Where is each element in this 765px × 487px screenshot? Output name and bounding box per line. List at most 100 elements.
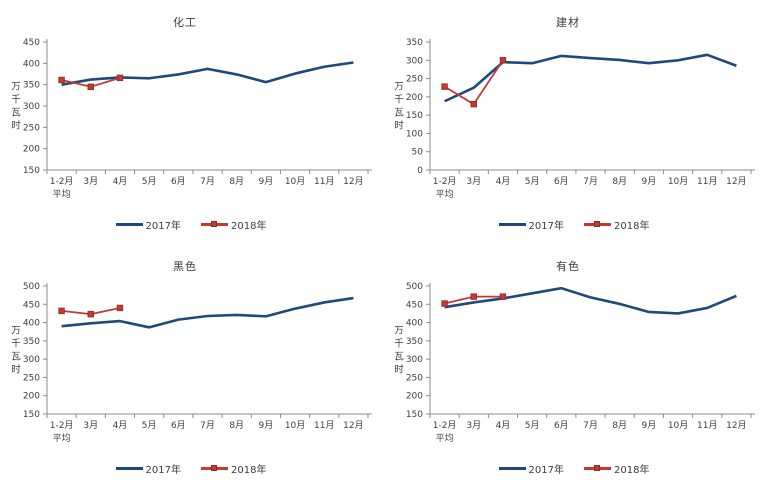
svg-text:3月: 3月 (83, 420, 98, 431)
svg-text:5月: 5月 (142, 176, 157, 187)
svg-text:500: 500 (23, 282, 40, 292)
svg-text:1-2月: 1-2月 (433, 176, 457, 187)
svg-text:万: 万 (394, 326, 404, 337)
legend-item-2018: 2018年 (584, 461, 649, 476)
legend-item-2018: 2018年 (201, 461, 266, 476)
legend-line-swatch-2017 (115, 467, 143, 470)
svg-text:4月: 4月 (496, 176, 511, 187)
svg-text:250: 250 (406, 373, 423, 383)
svg-text:7月: 7月 (583, 420, 598, 431)
chart-legend: 2017年 2018年 (383, 217, 765, 232)
svg-text:5月: 5月 (525, 176, 540, 187)
svg-text:200: 200 (406, 392, 423, 402)
legend-label-2018: 2018年 (231, 221, 267, 232)
chart-panel-building-materials: 建材 0 50 100 150 200 250 300 350 1-2月 平均 3月 4月 5月 6月 7月… (383, 0, 765, 243)
chart-panel-nonferrous: 有色 150 200 250 300 350 400 450 500 1-2月 平均 3月 4月 5月 6… (383, 244, 765, 487)
svg-text:400: 400 (406, 319, 423, 329)
svg-text:12月: 12月 (726, 176, 746, 187)
svg-text:千: 千 (11, 339, 21, 350)
svg-text:200: 200 (23, 145, 40, 155)
svg-text:11月: 11月 (314, 420, 334, 431)
svg-text:250: 250 (406, 75, 423, 85)
legend-item-2018: 2018年 (201, 217, 266, 232)
svg-text:3月: 3月 (466, 176, 481, 187)
svg-text:9月: 9月 (641, 420, 656, 431)
svg-text:450: 450 (23, 300, 40, 310)
svg-text:时: 时 (11, 364, 21, 376)
svg-text:100: 100 (406, 129, 423, 139)
svg-text:10月: 10月 (285, 420, 305, 431)
svg-text:万: 万 (11, 326, 21, 337)
svg-text:平均: 平均 (53, 432, 71, 444)
svg-text:10月: 10月 (285, 176, 305, 187)
legend-item-2017: 2017年 (498, 461, 564, 476)
svg-text:8月: 8月 (612, 420, 627, 431)
chart-title: 建材 (556, 16, 580, 29)
legend-line-marker-swatch-2018 (201, 221, 228, 227)
svg-text:6月: 6月 (171, 420, 186, 431)
svg-text:1-2月: 1-2月 (50, 176, 74, 187)
legend-line-marker-swatch-2018 (201, 465, 228, 471)
svg-text:8月: 8月 (612, 176, 627, 187)
svg-text:11月: 11月 (697, 176, 717, 187)
legend-item-2017: 2017年 (498, 217, 564, 232)
svg-text:5月: 5月 (525, 420, 540, 431)
svg-text:平均: 平均 (436, 188, 454, 200)
svg-text:1-2月: 1-2月 (50, 420, 74, 431)
svg-text:4月: 4月 (113, 176, 128, 187)
legend-item-2017: 2017年 (115, 217, 181, 232)
svg-text:瓦: 瓦 (394, 108, 404, 119)
svg-text:万: 万 (11, 82, 21, 93)
legend-item-2017: 2017年 (115, 461, 181, 476)
svg-text:10月: 10月 (668, 176, 688, 187)
chart-panel-chemical: 化工 150 200 250 300 350 400 450 1-2月 平均 3月 4月 5月 6月 7月… (0, 0, 382, 243)
svg-text:350: 350 (23, 81, 40, 91)
legend-line-swatch-2017 (498, 467, 526, 470)
svg-text:11月: 11月 (314, 176, 334, 187)
legend-square-marker-icon (594, 221, 600, 227)
svg-text:150: 150 (23, 410, 40, 420)
svg-text:300: 300 (406, 355, 423, 365)
legend-label-2018: 2018年 (614, 465, 650, 476)
svg-text:千: 千 (11, 95, 21, 106)
legend-line-swatch-2017 (115, 223, 143, 226)
legend-square-marker-icon (211, 221, 217, 227)
svg-text:50: 50 (412, 148, 424, 158)
svg-text:250: 250 (23, 123, 40, 133)
svg-text:平均: 平均 (436, 432, 454, 444)
svg-text:7月: 7月 (200, 420, 215, 431)
svg-text:万: 万 (394, 82, 404, 93)
svg-text:8月: 8月 (229, 176, 244, 187)
svg-text:6月: 6月 (554, 420, 569, 431)
svg-text:350: 350 (406, 337, 423, 347)
svg-text:平均: 平均 (53, 188, 71, 200)
svg-text:3月: 3月 (466, 420, 481, 431)
svg-text:11月: 11月 (697, 420, 717, 431)
svg-text:400: 400 (23, 319, 40, 329)
svg-text:3月: 3月 (83, 176, 98, 187)
legend-label-2017: 2017年 (145, 465, 181, 476)
svg-text:6月: 6月 (171, 176, 186, 187)
legend-square-marker-icon (594, 465, 600, 471)
svg-text:9月: 9月 (258, 420, 273, 431)
svg-text:时: 时 (394, 364, 404, 376)
svg-text:12月: 12月 (343, 176, 363, 187)
svg-text:千: 千 (394, 95, 404, 106)
chart-legend: 2017年 2018年 (0, 461, 382, 476)
legend-label-2017: 2017年 (145, 221, 181, 232)
legend-line-swatch-2017 (498, 223, 526, 226)
legend-line-marker-swatch-2018 (584, 465, 611, 471)
svg-text:12月: 12月 (343, 420, 363, 431)
svg-text:1-2月: 1-2月 (433, 420, 457, 431)
svg-text:7月: 7月 (200, 176, 215, 187)
svg-text:时: 时 (394, 120, 404, 132)
svg-text:200: 200 (23, 392, 40, 402)
svg-text:500: 500 (406, 282, 423, 292)
legend-label-2017: 2017年 (528, 465, 564, 476)
chart-title: 黑色 (173, 260, 197, 273)
chart-legend: 2017年 2018年 (0, 217, 382, 232)
chart-title: 化工 (173, 16, 197, 29)
